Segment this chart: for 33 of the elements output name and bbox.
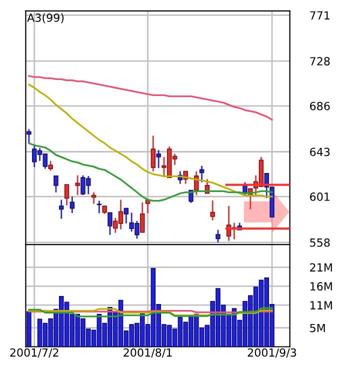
y-tick-label: 5M (310, 324, 325, 332)
candlestick (216, 229, 220, 244)
y-tick-label: 558 (310, 238, 330, 247)
x-tick-label: 2001/7/2 (10, 348, 58, 358)
y-tick-label: 601 (310, 192, 330, 201)
candlestick (96, 200, 102, 214)
candlestick (75, 174, 80, 196)
y-tick-label: 643 (310, 148, 330, 156)
x-tick-label: 2001/8/1 (124, 348, 172, 358)
y-tick-label: 11M (310, 301, 332, 310)
candlestick (70, 196, 75, 214)
candlestick (91, 192, 96, 204)
candlestick (54, 175, 58, 194)
y-tick-label: 771 (310, 11, 330, 20)
candlestick (48, 160, 53, 172)
candlestick (59, 199, 64, 220)
candlestick (140, 202, 145, 233)
candlestick (124, 208, 129, 224)
candlestick (150, 135, 156, 172)
line-series (28, 75, 273, 121)
candlestick (108, 212, 112, 236)
candlestick (156, 149, 161, 169)
chart-title: A3(99) (27, 13, 64, 24)
x-tick-label: 2001/9/3 (248, 348, 296, 358)
candlestick (26, 128, 32, 144)
candlestick (64, 184, 70, 206)
y-tick-label: 16M (310, 282, 332, 291)
y-tick-label: 686 (310, 102, 330, 110)
y-tick-label: 728 (310, 57, 330, 66)
bar (26, 311, 32, 347)
line-series (28, 84, 273, 198)
candlestick (210, 200, 215, 222)
y-tick-label: 21M (310, 263, 332, 272)
